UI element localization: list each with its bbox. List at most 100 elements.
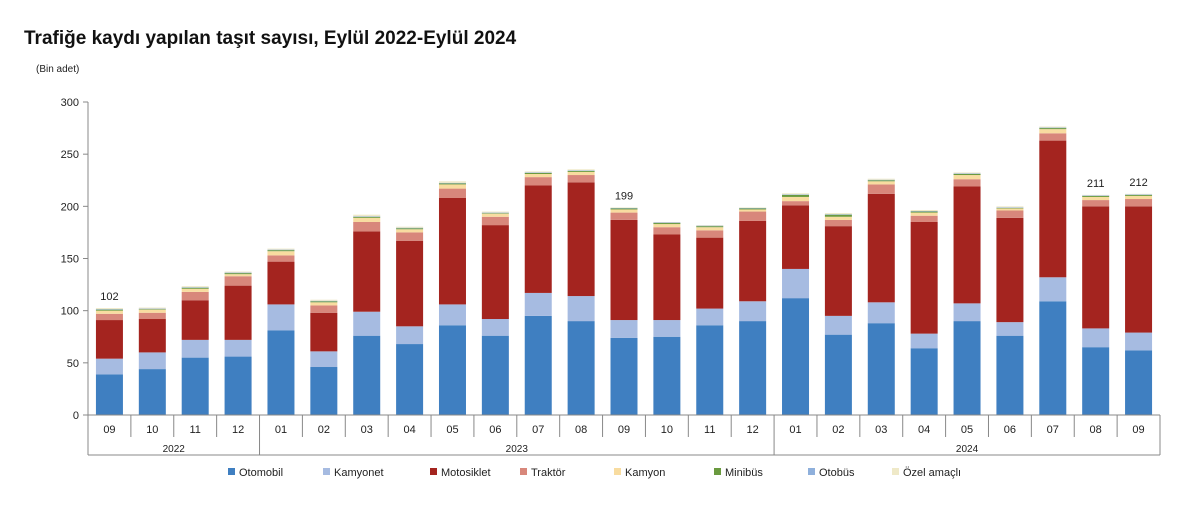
bar-segment-özel-amaçlı xyxy=(782,193,810,195)
bar-segment-traktör xyxy=(138,312,166,320)
bar-segment-kamyonet xyxy=(1039,277,1067,302)
bar-segment-kamyon xyxy=(824,216,852,220)
bar-segment-otobüs xyxy=(138,308,166,310)
legend-label: Motosiklet xyxy=(441,467,491,479)
bar-segment-traktör xyxy=(438,188,466,198)
bar-segment-kamyon xyxy=(267,251,295,256)
legend-swatch xyxy=(614,468,621,475)
bar-segment-motosiklet xyxy=(181,300,209,340)
bar-segment-kamyonet xyxy=(1082,328,1110,348)
x-tick-label: 12 xyxy=(747,424,759,436)
bar-segment-traktör xyxy=(1125,199,1153,207)
bar-segment-özel-amaçlı xyxy=(267,248,295,250)
bar-segment-minibüs xyxy=(996,207,1024,209)
bar-segment-kamyonet xyxy=(1125,332,1153,351)
bar-segment-özel-amaçlı xyxy=(438,181,466,183)
x-tick-label: 09 xyxy=(1132,424,1144,436)
x-tick-label: 07 xyxy=(532,424,544,436)
x-tick-label: 11 xyxy=(704,424,715,436)
legend-swatch xyxy=(323,468,330,475)
legend-label: Özel amaçlı xyxy=(903,467,961,479)
data-label: 102 xyxy=(100,291,118,303)
bar-segment-kamyonet xyxy=(696,308,724,326)
legend-label: Kamyon xyxy=(625,467,665,479)
bar-segment-minibüs xyxy=(438,183,466,185)
x-tick-label: 12 xyxy=(232,424,244,436)
bar-segment-otomobil xyxy=(653,336,681,415)
bar-segment-kamyon xyxy=(1039,129,1067,134)
bar-segment-otomobil xyxy=(1125,350,1153,415)
bar-segment-otobüs xyxy=(481,212,509,214)
legend-swatch xyxy=(892,468,899,475)
x-tick-label: 05 xyxy=(446,424,458,436)
bar-segment-özel-amaçlı xyxy=(138,307,166,309)
bar-segment-otomobil xyxy=(910,348,938,415)
x-tick-label: 04 xyxy=(403,424,415,436)
x-tick-label: 02 xyxy=(318,424,330,436)
bar-segment-özel-amaçlı xyxy=(310,299,338,301)
bar-segment-motosiklet xyxy=(567,182,595,297)
bar-segment-kamyon xyxy=(1125,195,1153,200)
y-tick-label: 250 xyxy=(61,149,79,161)
bar-segment-otomobil xyxy=(396,344,424,415)
bar-segment-otomobil xyxy=(310,367,338,415)
bar-segment-minibüs xyxy=(310,301,338,303)
bar-segment-otomobil xyxy=(524,315,552,415)
bar-segment-otobüs xyxy=(824,214,852,215)
bar-segment-özel-amaçlı xyxy=(481,211,509,213)
bar-segment-traktör xyxy=(739,211,767,221)
bar-segment-kamyon xyxy=(353,217,381,222)
bar-segment-minibüs xyxy=(224,273,252,275)
bar-segment-traktör xyxy=(567,175,595,183)
bar-segment-kamyon xyxy=(1082,196,1110,201)
year-label: 2023 xyxy=(506,444,529,455)
bar-segment-otomobil xyxy=(438,325,466,415)
x-tick-label: 06 xyxy=(489,424,501,436)
bar-segment-kamyon xyxy=(696,227,724,231)
bar-segment-otobüs xyxy=(1082,195,1110,196)
y-tick-label: 200 xyxy=(61,201,79,213)
bar-segment-traktör xyxy=(953,179,981,187)
bar-segment-traktör xyxy=(95,313,123,321)
bar-segment-kamyon xyxy=(138,309,166,313)
bar-segment-kamyonet xyxy=(438,304,466,326)
x-tick-label: 09 xyxy=(618,424,630,436)
bar-segment-kamyonet xyxy=(867,302,895,324)
bar-segment-özel-amaçlı xyxy=(610,207,638,208)
bar-segment-özel-amaçlı xyxy=(910,209,938,212)
bar-segment-kamyonet xyxy=(910,333,938,349)
bar-segment-otobüs xyxy=(567,170,595,171)
bar-segment-kamyonet xyxy=(181,339,209,358)
bar-segment-otomobil xyxy=(567,321,595,415)
bar-segment-kamyonet xyxy=(782,268,810,299)
bar-segment-traktör xyxy=(610,212,638,220)
bar-segment-kamyon xyxy=(567,171,595,176)
bar-segment-kamyonet xyxy=(138,352,166,370)
x-tick-label: 02 xyxy=(832,424,844,436)
bar-segment-minibüs xyxy=(138,309,166,310)
bar-segment-traktör xyxy=(653,227,681,235)
bar-segment-motosiklet xyxy=(1082,206,1110,329)
bar-segment-motosiklet xyxy=(138,319,166,353)
bar-segment-minibüs xyxy=(95,309,123,311)
bar-segment-minibüs xyxy=(867,180,895,182)
legend-label: Otobüs xyxy=(819,467,855,479)
bar-segment-özel-amaçlı xyxy=(95,308,123,310)
bar-segment-motosiklet xyxy=(910,221,938,334)
bar-segment-kamyonet xyxy=(224,339,252,357)
bar-segment-minibüs xyxy=(1082,195,1110,197)
bar-segment-kamyon xyxy=(224,274,252,277)
bar-segment-kamyon xyxy=(181,288,209,292)
legend-label: Kamyonet xyxy=(334,467,384,479)
bar-segment-özel-amaçlı xyxy=(353,214,381,217)
bar-segment-özel-amaçlı xyxy=(1125,193,1153,195)
bar-segment-kamyon xyxy=(910,212,938,216)
bar-segment-otobüs xyxy=(610,207,638,209)
bar-segment-kamyon xyxy=(996,208,1024,211)
bar-segment-özel-amaçlı xyxy=(181,286,209,288)
bar-segment-motosiklet xyxy=(824,226,852,316)
legend-swatch xyxy=(714,468,721,475)
bar-segment-otomobil xyxy=(867,323,895,415)
bar-segment-minibüs xyxy=(524,172,552,174)
